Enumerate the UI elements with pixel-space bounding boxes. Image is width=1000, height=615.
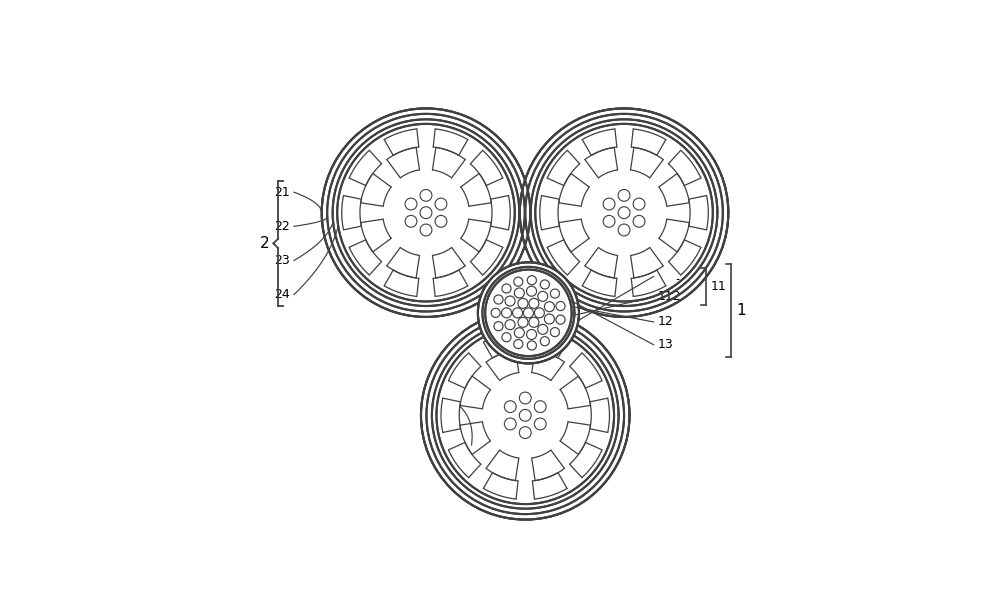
Circle shape <box>518 298 528 308</box>
Circle shape <box>502 284 511 293</box>
Circle shape <box>540 336 549 346</box>
Circle shape <box>519 410 531 421</box>
Circle shape <box>523 308 533 318</box>
Circle shape <box>518 317 528 327</box>
Circle shape <box>514 339 523 349</box>
Circle shape <box>405 215 417 228</box>
Circle shape <box>502 308 512 318</box>
Circle shape <box>603 198 615 210</box>
Circle shape <box>421 311 630 520</box>
Text: 1: 1 <box>737 303 746 318</box>
Circle shape <box>603 215 615 228</box>
Circle shape <box>420 224 432 236</box>
Text: 111: 111 <box>657 270 681 283</box>
Text: 13: 13 <box>657 338 673 351</box>
Circle shape <box>527 286 537 296</box>
Circle shape <box>540 280 549 289</box>
Circle shape <box>512 308 523 318</box>
Circle shape <box>527 341 536 350</box>
Circle shape <box>633 198 645 210</box>
Circle shape <box>556 301 565 311</box>
Circle shape <box>405 198 417 210</box>
Circle shape <box>514 288 524 298</box>
Circle shape <box>337 124 515 301</box>
Text: 12: 12 <box>657 315 673 328</box>
Circle shape <box>529 298 539 308</box>
Circle shape <box>514 277 523 286</box>
Circle shape <box>534 308 544 318</box>
Text: 21: 21 <box>275 186 290 199</box>
Text: 23: 23 <box>275 254 290 267</box>
Circle shape <box>520 108 728 317</box>
Circle shape <box>494 295 503 304</box>
Circle shape <box>435 215 447 228</box>
Circle shape <box>539 127 709 298</box>
Circle shape <box>519 392 531 404</box>
Circle shape <box>435 198 447 210</box>
Circle shape <box>618 224 630 236</box>
Circle shape <box>633 215 645 228</box>
Circle shape <box>550 328 560 336</box>
Circle shape <box>505 296 515 306</box>
Circle shape <box>527 330 537 339</box>
Text: 112: 112 <box>657 290 681 303</box>
Circle shape <box>505 320 515 330</box>
Circle shape <box>519 427 531 438</box>
Circle shape <box>494 322 503 331</box>
Circle shape <box>538 324 548 335</box>
Circle shape <box>322 108 530 317</box>
Circle shape <box>556 315 565 324</box>
Text: 11: 11 <box>711 280 726 293</box>
Circle shape <box>527 276 536 285</box>
Text: 24: 24 <box>275 288 290 301</box>
Text: 22: 22 <box>275 220 290 233</box>
Circle shape <box>550 289 560 298</box>
Circle shape <box>504 401 516 413</box>
Circle shape <box>538 292 548 301</box>
Circle shape <box>420 189 432 201</box>
Circle shape <box>529 317 539 327</box>
Circle shape <box>618 189 630 201</box>
Circle shape <box>341 127 511 298</box>
Circle shape <box>544 302 554 312</box>
Circle shape <box>504 418 516 430</box>
Circle shape <box>436 327 614 504</box>
Circle shape <box>440 330 610 501</box>
Circle shape <box>544 314 554 324</box>
Circle shape <box>502 333 511 342</box>
Circle shape <box>535 124 713 301</box>
Circle shape <box>485 269 572 356</box>
Circle shape <box>534 418 546 430</box>
Circle shape <box>491 308 500 317</box>
Circle shape <box>534 401 546 413</box>
Circle shape <box>514 328 524 338</box>
Circle shape <box>618 207 630 218</box>
Circle shape <box>420 207 432 218</box>
Circle shape <box>478 263 579 363</box>
Text: 2: 2 <box>260 236 270 251</box>
Text: 3: 3 <box>457 437 467 453</box>
